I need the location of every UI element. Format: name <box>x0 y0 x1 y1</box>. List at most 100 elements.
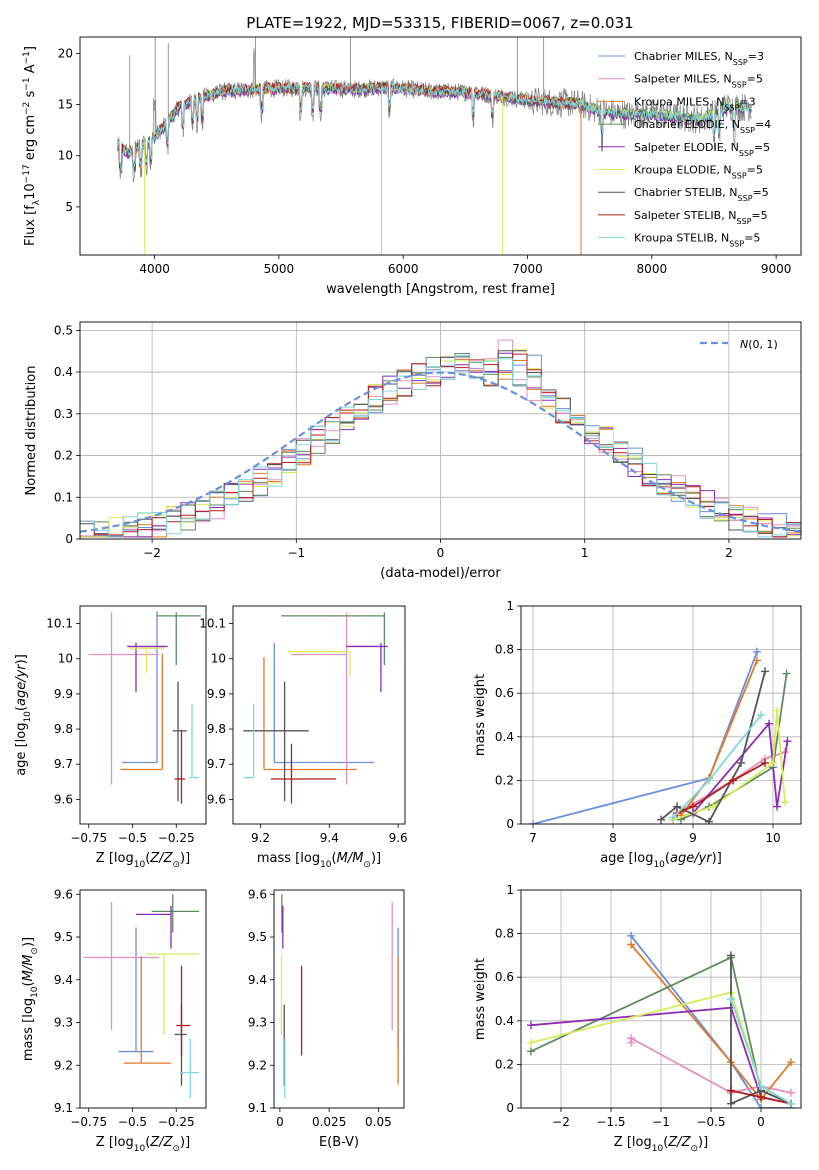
legend-text: Kroupa STELIB, N <box>634 232 729 245</box>
label-part: )] <box>14 654 29 664</box>
label-part: age/yr <box>670 851 713 866</box>
label-part: log <box>14 723 29 743</box>
legend-text: =5 <box>751 209 767 222</box>
weight-marker <box>769 758 777 767</box>
weight-marker <box>787 1088 795 1097</box>
weight-marker <box>727 1099 735 1108</box>
y-tick-label: 9.6 <box>54 792 73 806</box>
legend-label: Kroupa STELIB, NSSP=5 <box>634 232 760 249</box>
legend-text: N <box>740 338 748 351</box>
label-part: )] <box>180 851 190 866</box>
legend-sub: SSP <box>740 126 755 135</box>
weight-marker <box>689 802 697 811</box>
y-tick-label: 9.1 <box>54 1101 73 1115</box>
x-tick-label: 9 <box>689 831 697 845</box>
x-tick-label: −0.25 <box>158 1115 195 1129</box>
x-tick-label: −0.75 <box>70 831 107 845</box>
y-axis-label: Normed distribution <box>24 366 39 496</box>
weight-marker <box>729 776 737 785</box>
legend-label: Chabrier ELODIE, NSSP=4 <box>634 118 771 135</box>
weight-line <box>676 762 766 814</box>
y-tick-label: 9.3 <box>54 1016 73 1030</box>
label-part: s <box>23 90 38 101</box>
x-tick-label: −2 <box>143 546 161 560</box>
legend-text: =5 <box>754 141 770 154</box>
weight-marker <box>757 1093 765 1102</box>
y-tick-label: 0.8 <box>495 643 514 657</box>
label-part: log <box>114 1135 134 1150</box>
x-tick-label: 0 <box>276 1115 284 1129</box>
label-part: 10 <box>23 711 33 723</box>
label-part: ⊙ <box>363 860 371 870</box>
x-axis-label: mass [log10(M/M⊙)] <box>257 851 381 870</box>
label-part: 10 <box>23 183 38 200</box>
weight-line <box>730 955 792 1105</box>
weight-marker <box>783 737 792 746</box>
label-part: Z [ <box>614 1135 632 1150</box>
weight-marker <box>727 1086 735 1095</box>
x-tick-label: −1.5 <box>596 1115 625 1129</box>
weight-marker <box>773 706 781 715</box>
label-part: λ <box>32 199 42 205</box>
y-tick-label: 0 <box>506 1101 514 1115</box>
y-tick-label: 9.8 <box>207 722 226 736</box>
weight-marker <box>527 1047 535 1056</box>
y-tick-label: 0.2 <box>495 773 514 787</box>
y-tick-label: 0.8 <box>495 927 514 941</box>
y-tick-label: 9.5 <box>54 930 73 944</box>
label-part: Normed distribution <box>24 366 39 496</box>
legend-text: =3 <box>739 95 755 108</box>
label-part: ⊙ <box>172 860 180 870</box>
x-tick-label: 5000 <box>264 262 295 276</box>
legend-label: Chabrier STELIB, NSSP=5 <box>634 186 769 203</box>
axes-spectrum: 4000 5000 6000 7000 8000 9000 5 10 15 20 <box>58 46 792 276</box>
y-tick-label: 10.1 <box>46 617 73 631</box>
y-tick-label: 9.7 <box>54 757 73 771</box>
y-tick-label: 9.8 <box>54 722 73 736</box>
x-axis-label: (data-model)/error <box>380 566 501 581</box>
x-axis-label: E(B-V) <box>319 1135 359 1150</box>
weight-marker <box>669 813 677 822</box>
legend-sub: SSP <box>729 239 744 248</box>
label-part: −2 <box>22 102 32 115</box>
y-axis-label: mass weight <box>473 958 488 1040</box>
legend-text: =5 <box>744 232 760 245</box>
label-part: )] <box>180 1135 190 1150</box>
y-tick-label: 10 <box>58 149 73 163</box>
y-tick-label: 9.4 <box>248 973 267 987</box>
weight-marker <box>627 1034 635 1043</box>
label-part: 10 <box>320 860 332 870</box>
x-tick-label: 0 <box>437 546 445 560</box>
legend-text: Salpeter STELIB, N <box>634 209 736 222</box>
weight-marker <box>627 940 635 949</box>
label-part: Z/Z <box>667 1135 691 1150</box>
y-tick-label: 0.3 <box>54 407 73 421</box>
y-tick-label: 9.6 <box>248 887 267 901</box>
x-tick-label: 1 <box>581 546 589 560</box>
weight-marker <box>787 1058 795 1067</box>
legend-sub: SSP <box>732 80 747 89</box>
x-tick-label: 0.05 <box>365 1115 392 1129</box>
y-tick-label: 20 <box>58 46 73 60</box>
legend-text: =5 <box>747 73 763 86</box>
weight-marker <box>761 758 769 767</box>
label-part: age/yr <box>14 663 29 706</box>
x-tick-label: −0.5 <box>118 831 147 845</box>
y-tick-label: 0.2 <box>54 449 73 463</box>
y-tick-label: 9.6 <box>54 887 73 901</box>
y-tick-label: 0.6 <box>495 686 514 700</box>
legend-text: =3 <box>748 50 764 63</box>
frame-weight_vs_Z <box>520 889 802 1109</box>
x-tick-label: −0.5 <box>118 1115 147 1129</box>
label-part: ( <box>21 981 36 986</box>
label-part: M/M <box>337 851 364 866</box>
legend-sub: SSP <box>732 171 747 180</box>
legend-label: Salpeter ELODIE, NSSP=5 <box>634 141 770 158</box>
label-part: log <box>634 851 654 866</box>
label-part: E(B-V) <box>319 1135 359 1150</box>
label-part: mass [ <box>21 1018 36 1061</box>
x-tick-label: 8000 <box>637 262 668 276</box>
frame-age_vs_Z <box>79 605 207 825</box>
y-tick-label: 0.5 <box>54 323 73 337</box>
y-tick-label: 9.6 <box>207 792 226 806</box>
